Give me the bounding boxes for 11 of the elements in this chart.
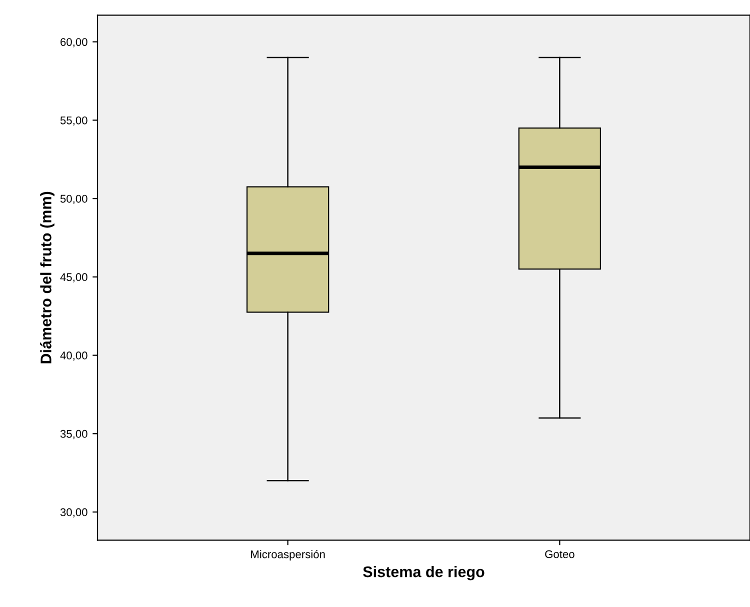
- y-tick-label: 55,00: [60, 116, 88, 126]
- x-axis-title: Sistema de riego: [363, 566, 484, 580]
- y-tick-label: 45,00: [60, 273, 88, 282]
- x-tick-label: Goteo: [545, 550, 574, 558]
- y-tick-label: 30,00: [60, 508, 88, 518]
- x-tick-label: Microaspersión: [251, 550, 325, 560]
- y-tick-label: 50,00: [60, 194, 88, 204]
- y-axis-title: Diámetro del fruto (mm): [40, 192, 54, 364]
- y-tick-label: 35,00: [60, 430, 88, 440]
- y-tick-label: 60,00: [60, 38, 88, 48]
- y-tick-label: 40,00: [60, 352, 88, 361]
